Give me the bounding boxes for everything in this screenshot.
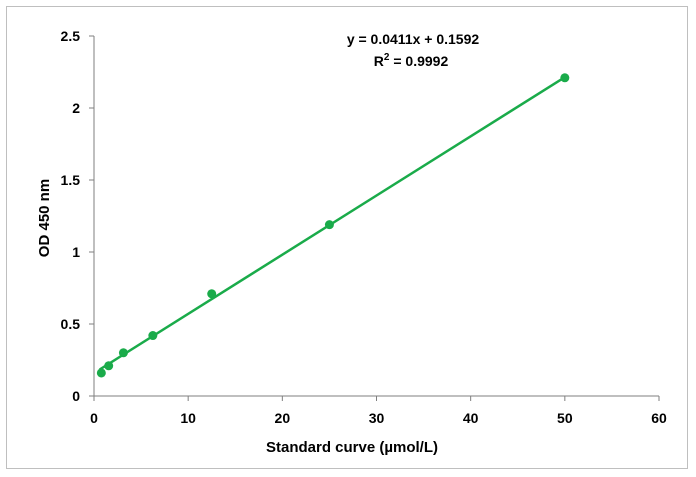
r-squared-value: = 0.9992 <box>389 53 448 69</box>
axes <box>93 36 659 397</box>
y-tick-label: 1 <box>72 244 80 260</box>
data-point <box>560 73 570 83</box>
y-tick-label: 2.5 <box>61 28 81 44</box>
x-tick-label: 10 <box>180 410 196 426</box>
points-group <box>96 73 570 378</box>
r-squared-label: R2 = 0.9992 <box>374 52 449 69</box>
x-tick-label: 60 <box>651 410 667 426</box>
equation-label: y = 0.0411x + 0.1592 <box>347 31 480 47</box>
y-axis-title: OD 450 nm <box>36 179 53 257</box>
data-point <box>324 220 334 230</box>
y-tick-label: 0 <box>72 388 80 404</box>
chart-frame <box>6 6 688 469</box>
x-tick-label: 30 <box>369 410 385 426</box>
data-point <box>96 368 106 378</box>
y-tick-label: 1.5 <box>61 172 81 188</box>
x-tick-label: 20 <box>275 410 291 426</box>
data-point <box>118 348 128 358</box>
x-tick-label: 40 <box>463 410 479 426</box>
ticks: 0 10 20 30 40 50 60 0 0.5 1 1.5 2 2.5 <box>61 28 667 426</box>
data-point <box>207 289 217 299</box>
x-tick-label: 0 <box>90 410 98 426</box>
data-point <box>148 331 158 341</box>
y-tick-label: 0.5 <box>61 316 81 332</box>
y-tick-label: 2 <box>72 100 80 116</box>
x-axis-title: Standard curve (µmol/L) <box>266 439 438 456</box>
r-squared-superscript: 2 <box>384 52 390 63</box>
r-squared-prefix: R <box>374 53 384 69</box>
data-point <box>104 361 114 371</box>
x-tick-label: 50 <box>557 410 573 426</box>
